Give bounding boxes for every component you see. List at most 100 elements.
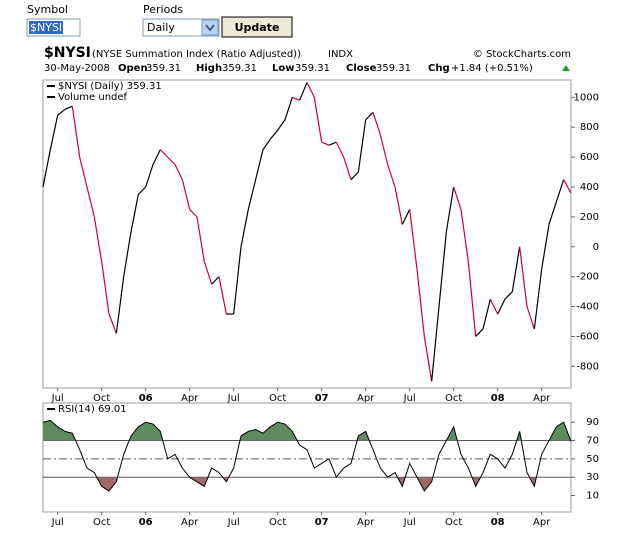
y-tick-label: 90 — [586, 417, 599, 428]
nysi-segment — [42, 149, 51, 188]
y-tick-label: 0 — [593, 242, 599, 253]
y-tick-label: 200 — [580, 212, 599, 223]
x-tick-label: 08 — [491, 517, 505, 528]
rsi-line — [42, 419, 572, 492]
nysi-segment — [445, 186, 455, 232]
x-tick-label: Oct — [269, 517, 286, 528]
nysi-segment — [152, 149, 161, 165]
nysi-segment — [189, 208, 198, 218]
y-tick-label: 600 — [580, 152, 599, 163]
x-tick-label: 07 — [315, 517, 329, 528]
nysi-segment — [504, 291, 513, 300]
periods-label: Periods — [143, 3, 183, 16]
y-tick-label: 30 — [586, 472, 599, 483]
y-tick-label: 10 — [586, 491, 599, 502]
nysi-segment — [71, 106, 81, 158]
nysi-segment — [313, 97, 323, 143]
nysi-segment — [438, 231, 447, 307]
nysi-segment — [277, 119, 286, 131]
index-name: (NYSE Summation Index (Ratio Adjusted)) — [92, 49, 301, 60]
y-tick-label: 800 — [580, 122, 599, 133]
nysi-segment — [292, 96, 300, 101]
low: 359.31 — [295, 63, 330, 74]
x-tick-label: Oct — [269, 393, 286, 404]
high: 359.31 — [222, 63, 257, 74]
nysi-segment — [511, 246, 521, 292]
legend-bg — [45, 404, 195, 414]
nysi-segment — [379, 134, 389, 165]
nysi-segment — [365, 111, 374, 121]
open-label: Open — [118, 63, 148, 74]
nysi-segment — [497, 298, 506, 315]
x-tick-label: Apr — [181, 517, 199, 528]
x-tick-label: Apr — [533, 393, 551, 404]
nysi-segment — [269, 129, 279, 140]
nysi-segment — [123, 231, 132, 277]
nysi-segment — [431, 306, 440, 382]
update-label: Update — [235, 21, 280, 34]
close-label: Close — [346, 63, 377, 74]
nysi-segment — [548, 201, 557, 225]
nysi-segment — [460, 209, 469, 262]
symbol: $NYSI — [44, 45, 91, 61]
exchange: INDX — [328, 49, 353, 60]
open: 359.31 — [146, 63, 181, 74]
nysi-segment — [137, 186, 147, 195]
nysi-segment — [563, 179, 572, 194]
periods-select[interactable] — [142, 18, 220, 37]
y-tick-label: -600 — [576, 331, 599, 342]
x-tick-label: Oct — [93, 517, 110, 528]
nysi-segment — [203, 261, 213, 285]
nysi-segment — [526, 306, 535, 330]
legend-bg — [45, 92, 195, 102]
x-tick-label: Jul — [403, 517, 416, 528]
nysi-segment — [181, 179, 191, 210]
nysi-segment — [262, 138, 271, 150]
nysi-segment — [357, 119, 367, 173]
nysi-segment — [409, 209, 418, 270]
nysi-segment — [174, 164, 183, 180]
x-tick-label: 06 — [139, 517, 153, 528]
nysi-segment — [218, 276, 227, 315]
nysi-segment — [541, 224, 550, 270]
nysi-segment — [64, 105, 73, 110]
selection — [29, 21, 63, 34]
nysi-segment — [306, 82, 315, 98]
nysi-segment — [453, 186, 462, 210]
x-tick-label: 06 — [139, 393, 153, 404]
nysi-segment — [519, 246, 528, 307]
x-tick-label: 08 — [491, 393, 505, 404]
y-tick-label: 50 — [586, 454, 599, 465]
x-tick-label: 07 — [315, 393, 329, 404]
y-tick-label: -800 — [576, 361, 599, 372]
x-tick-label: Apr — [181, 393, 199, 404]
y-tick-label: -200 — [576, 272, 599, 283]
x-tick-label: Apr — [533, 517, 551, 528]
x-tick-label: Apr — [357, 393, 375, 404]
nysi-segment — [394, 186, 403, 225]
update-button[interactable] — [221, 16, 293, 38]
nysi-segment — [115, 276, 125, 334]
nysi-segment — [321, 141, 330, 146]
legend-bg — [45, 81, 195, 91]
nysi-segment — [255, 149, 264, 180]
chg-label: Chg — [428, 63, 450, 74]
nysi-segment — [49, 115, 59, 150]
nysi-segment — [57, 108, 66, 116]
x-tick-label: Jul — [51, 517, 64, 528]
legend-label: Volume undef — [58, 92, 128, 103]
nysi-segment — [372, 112, 381, 135]
nysi-segment — [196, 216, 205, 262]
nysi-segment — [533, 269, 543, 330]
x-tick-label: Jul — [227, 393, 240, 404]
plot-area — [42, 402, 572, 513]
dropdown-button[interactable] — [201, 19, 219, 36]
nysi-segment — [145, 164, 154, 188]
nysi-segment — [247, 179, 257, 210]
nysi-segment — [555, 179, 565, 203]
x-tick-label: Jul — [403, 393, 416, 404]
up-arrow — [562, 65, 570, 71]
x-tick-label: Oct — [445, 393, 462, 404]
